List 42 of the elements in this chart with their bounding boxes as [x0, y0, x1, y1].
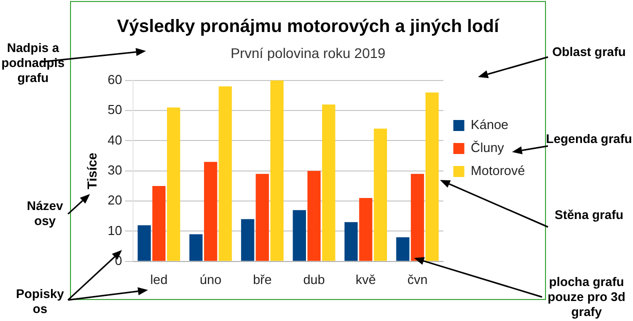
y-axis-title: Tisíce — [84, 152, 100, 190]
chart-title: Výsledky pronájmu motorových a jiných lodí — [116, 16, 500, 36]
bar — [138, 225, 151, 261]
bar — [307, 170, 321, 261]
bar — [344, 222, 358, 261]
y-tick-label: 60 — [108, 72, 122, 87]
bar — [241, 219, 254, 261]
bar — [189, 234, 203, 261]
bar — [218, 86, 232, 261]
bar — [270, 80, 284, 261]
bar — [292, 210, 306, 261]
x-tick-label: led — [150, 272, 168, 287]
bar — [322, 104, 336, 261]
text: Stěna grafu — [554, 208, 624, 223]
bar — [359, 198, 372, 261]
x-tick-label: bře — [252, 272, 272, 287]
chart-subtitle: První polovina roku 2019 — [230, 44, 386, 61]
text: Legenda grafu — [545, 132, 633, 147]
x-tick-label: kvě — [356, 272, 376, 287]
text: Nadpis a podnadpis grafu — [0, 41, 66, 86]
bar — [204, 162, 218, 261]
legend-label: Motorové — [470, 163, 526, 178]
legend-label: Kánoe — [470, 117, 508, 132]
y-tick-label: 40 — [108, 132, 122, 148]
y-tick-label: 10 — [108, 222, 122, 238]
bar — [256, 174, 269, 261]
bar — [426, 92, 439, 261]
x-tick-label: čvn — [407, 272, 428, 287]
y-tick-label: 20 — [108, 192, 122, 208]
text: Oblast grafu — [551, 45, 627, 60]
text: Popisky os — [15, 287, 65, 317]
bar — [396, 237, 410, 261]
bar — [166, 108, 180, 261]
bar — [152, 186, 166, 261]
x-tick-label: dub — [303, 272, 325, 287]
y-tick-label: 30 — [108, 162, 122, 178]
text: Název osy — [26, 199, 64, 229]
y-tick-label: 50 — [108, 102, 122, 118]
x-tick-label: úno — [200, 272, 222, 287]
bar — [374, 128, 387, 261]
text: plocha grafu pouze pro 3d grafy — [546, 275, 626, 320]
legend-label: Čluny — [470, 140, 505, 156]
